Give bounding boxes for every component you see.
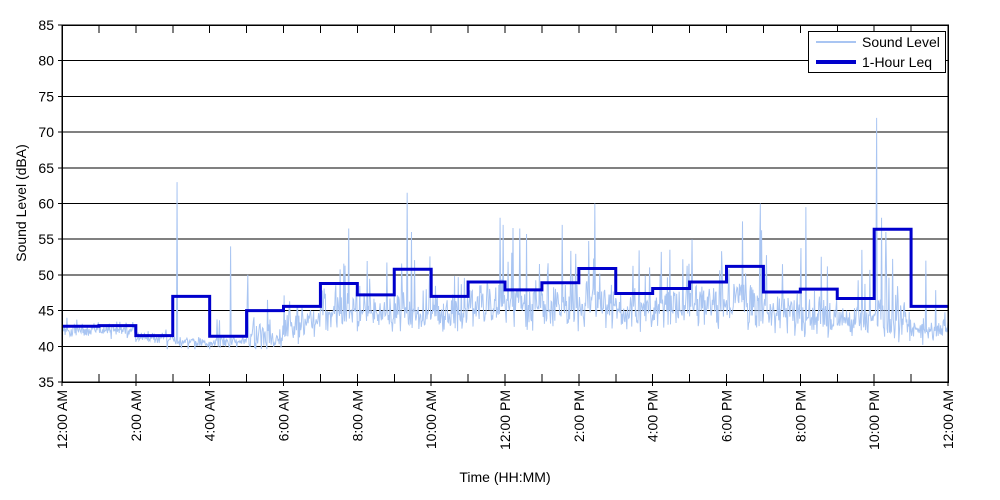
y-tick-labels: 35 40 45 50 55 60 65 70 75 80 85 (38, 17, 54, 390)
leq-series-line (62, 227, 948, 338)
svg-text:45: 45 (38, 303, 54, 319)
svg-text:10:00 PM: 10:00 PM (866, 390, 882, 450)
svg-text:50: 50 (38, 267, 54, 283)
svg-text:12:00 AM: 12:00 AM (940, 390, 956, 449)
svg-text:65: 65 (38, 160, 54, 176)
svg-text:2:00 AM: 2:00 AM (128, 390, 144, 441)
svg-text:6:00 AM: 6:00 AM (276, 390, 292, 441)
leq-line-swatch (816, 60, 856, 64)
svg-text:12:00 PM: 12:00 PM (497, 390, 513, 450)
svg-text:2:00 PM: 2:00 PM (571, 390, 587, 442)
svg-text:55: 55 (38, 231, 54, 247)
legend-item-leq: 1-Hour Leq (809, 54, 945, 71)
legend: Sound Level 1-Hour Leq (808, 31, 946, 73)
svg-text:40: 40 (38, 338, 54, 354)
svg-text:12:00 AM: 12:00 AM (54, 390, 70, 449)
svg-text:8:00 PM: 8:00 PM (792, 390, 808, 442)
x-tick-labels: 12:00 AM 2:00 AM 4:00 AM 6:00 AM 8:00 AM 10:0… (54, 390, 956, 450)
y-axis-title: Sound Level (dBA) (13, 144, 29, 262)
svg-text:8:00 AM: 8:00 AM (349, 390, 365, 441)
legend-label-leq: 1-Hour Leq (862, 53, 933, 70)
sound-level-series-line (61, 117, 949, 350)
svg-text:4:00 AM: 4:00 AM (202, 390, 218, 441)
svg-text:85: 85 (38, 17, 54, 33)
svg-text:75: 75 (38, 88, 54, 104)
sound-level-line-swatch (816, 41, 856, 43)
legend-item-sound-level: Sound Level (809, 34, 945, 51)
svg-text:6:00 PM: 6:00 PM (719, 390, 735, 442)
svg-text:10:00 AM: 10:00 AM (423, 390, 439, 449)
svg-text:60: 60 (38, 196, 54, 212)
legend-label-sound-level: Sound Level (862, 33, 940, 50)
svg-text:80: 80 (38, 53, 54, 69)
svg-text:4:00 PM: 4:00 PM (645, 390, 661, 442)
svg-text:70: 70 (38, 124, 54, 140)
x-axis-title: Time (HH:MM) (459, 469, 551, 485)
axis-ticks (58, 24, 949, 386)
svg-text:35: 35 (38, 374, 54, 390)
